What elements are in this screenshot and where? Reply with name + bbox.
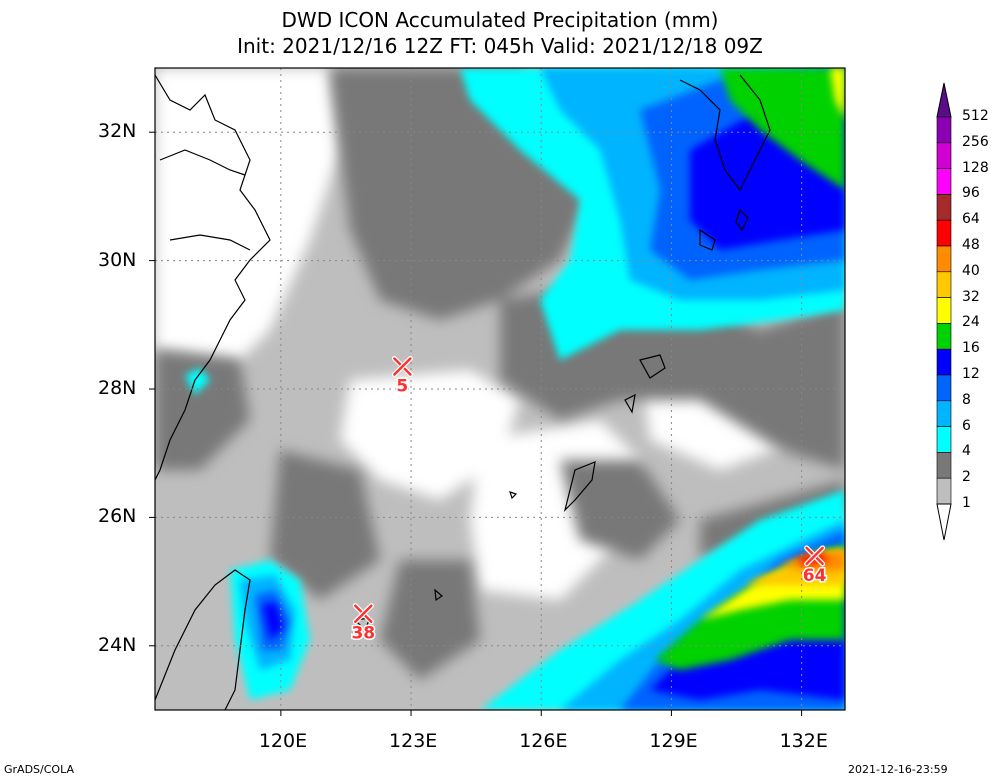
colorbar-label: 512	[962, 108, 989, 124]
colorbar-segment	[936, 400, 952, 427]
colorbar-bottom-arrow	[936, 503, 952, 541]
colorbar-segment	[936, 142, 952, 169]
lon-tick-label: 129E	[649, 730, 698, 752]
map-title: DWD ICON Accumulated Precipitation (mm)	[281, 8, 719, 32]
lat-tick-label: 28N	[98, 377, 137, 399]
colorbar-label: 96	[962, 185, 980, 202]
lon-tick-label: 132E	[779, 730, 828, 752]
max-precip-marker: 38	[350, 603, 377, 645]
colorbar-segment	[936, 271, 952, 298]
marker-value-label: 64	[803, 566, 827, 586]
colorbar-segment	[936, 477, 952, 505]
footer-timestamp: 2021-12-16-23:59	[848, 763, 948, 776]
colorbar-label: 1	[962, 495, 971, 511]
max-precip-marker: 64	[801, 545, 828, 587]
lat-tick-label: 30N	[98, 248, 137, 271]
map-subtitle: Init: 2021/12/16 12Z FT: 045h Valid: 202…	[237, 34, 763, 58]
marker-value-label: 5	[396, 377, 408, 397]
lon-tick-label: 126E	[519, 730, 568, 752]
colorbar-label: 24	[962, 314, 980, 331]
colorbar-segment	[936, 219, 952, 247]
colorbar-segment	[936, 426, 952, 453]
colorbar-label: 64	[962, 211, 980, 228]
colorbar-label: 48	[962, 237, 980, 253]
colorbar-label: 40	[962, 262, 980, 279]
colorbar-label: 2	[962, 469, 971, 486]
colorbar-label: 128	[962, 159, 989, 176]
colorbar	[936, 82, 952, 541]
colorbar-segment	[936, 374, 952, 402]
colorbar-segment	[936, 452, 952, 479]
colorbar-top-arrow	[936, 82, 952, 118]
colorbar-segment	[936, 245, 952, 273]
colorbar-segment	[936, 323, 952, 350]
precipitation-field	[155, 68, 845, 710]
colorbar-label: 8	[962, 391, 971, 408]
colorbar-segment	[936, 116, 952, 144]
lon-tick-label: 123E	[389, 730, 438, 752]
colorbar-label: 16	[962, 340, 980, 357]
colorbar-label: 32	[962, 288, 980, 305]
max-precip-marker: 5	[391, 356, 413, 398]
lon-tick-label: 120E	[258, 730, 308, 752]
footer-credit: GrADS/COLA	[4, 763, 74, 776]
lat-tick-label: 26N	[98, 505, 137, 528]
marker-value-label: 38	[351, 624, 375, 644]
colorbar-label: 4	[962, 443, 971, 460]
colorbar-label: 6	[962, 417, 971, 434]
lat-tick-label: 32N	[98, 120, 137, 143]
colorbar-segment	[936, 297, 952, 324]
colorbar-label: 12	[962, 366, 980, 382]
lat-tick-label: 24N	[98, 633, 137, 656]
colorbar-segment	[936, 348, 952, 376]
colorbar-segment	[936, 168, 952, 195]
colorbar-label: 256	[962, 133, 989, 150]
colorbar-segment	[936, 194, 952, 221]
